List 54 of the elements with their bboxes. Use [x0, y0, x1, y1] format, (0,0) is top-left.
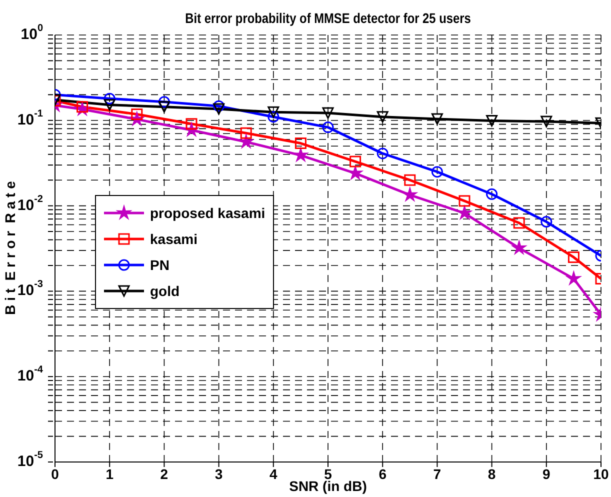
x-tick-label: 9: [542, 466, 550, 482]
x-tick-label: 3: [214, 466, 223, 482]
point: [512, 240, 526, 254]
point: [568, 251, 580, 263]
point: [513, 217, 525, 229]
legend-label: kasami: [150, 231, 198, 247]
legend-label: PN: [150, 257, 170, 273]
point: [350, 156, 362, 168]
legend-label: gold: [150, 283, 180, 299]
y-axis-title: B i t E r r o r R a t e: [2, 181, 18, 315]
point: [322, 107, 334, 119]
point: [213, 100, 225, 112]
point: [486, 188, 498, 200]
x-tick-label: 1: [106, 466, 114, 482]
point: [268, 111, 280, 123]
point: [104, 92, 116, 104]
point: [240, 127, 252, 139]
point: [431, 166, 443, 178]
point: [486, 115, 498, 127]
y-tick-label: 10$^{0}$: [20, 23, 44, 43]
point: [348, 166, 362, 180]
point: [294, 148, 308, 162]
x-tick-label: 0: [51, 466, 60, 482]
x-tick-label: 8: [488, 466, 496, 482]
point: [402, 187, 418, 202]
point: [158, 101, 170, 113]
point: [566, 271, 581, 285]
x-tick-label: 4: [270, 466, 278, 482]
point: [457, 206, 472, 220]
point: [268, 106, 280, 118]
point: [458, 195, 470, 207]
point: [540, 216, 552, 228]
chart-title: Bit error probability of MMSE detector for 25 users: [184, 10, 472, 26]
point: [294, 138, 306, 150]
y-tick-label: 10$^{-2}$: [17, 194, 44, 214]
x-tick-label: 10: [593, 466, 609, 482]
legend-label: proposed kasami: [150, 205, 266, 221]
point: [404, 174, 416, 186]
point: [376, 148, 388, 160]
point: [104, 99, 116, 111]
y-tick-label: 10$^{-3}$: [17, 279, 44, 300]
y-tick-label: 10$^{-5}$: [17, 450, 44, 470]
x-tick-label: 2: [160, 466, 168, 482]
x-tick-label: 7: [433, 466, 442, 482]
y-tick-label: 10$^{-4}$: [17, 364, 44, 385]
point: [158, 96, 170, 108]
y-tick-label: 10$^{-1}$: [17, 108, 44, 128]
x-tick-label: 6: [378, 466, 387, 482]
point: [376, 111, 388, 123]
point: [431, 113, 443, 125]
point: [322, 122, 334, 134]
point: [540, 116, 552, 128]
point: [238, 134, 254, 148]
point: [213, 103, 225, 115]
